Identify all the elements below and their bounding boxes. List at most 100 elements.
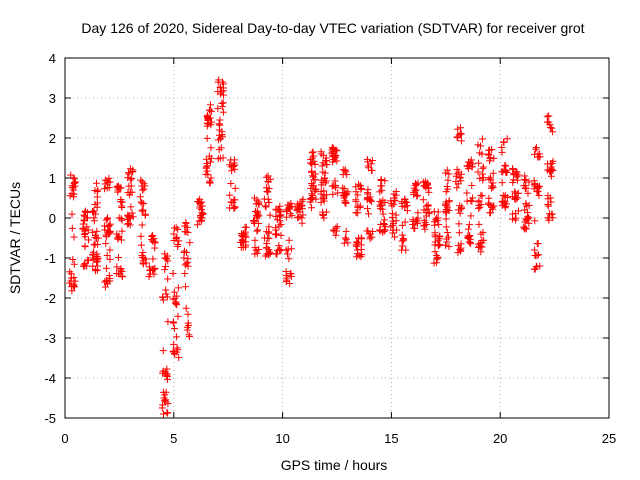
data-point — [239, 233, 247, 241]
data-point — [531, 217, 539, 225]
data-point — [276, 202, 284, 210]
data-point — [352, 197, 360, 205]
data-point — [312, 195, 320, 203]
data-point — [170, 340, 178, 348]
data-point — [68, 210, 76, 218]
data-point — [352, 183, 360, 191]
data-point — [272, 212, 280, 220]
data-point — [106, 255, 114, 263]
data-point — [319, 178, 327, 186]
data-point — [163, 255, 171, 263]
data-point — [207, 174, 215, 182]
data-point — [445, 197, 453, 205]
data-point — [548, 210, 556, 218]
data-point — [205, 179, 213, 187]
data-point — [319, 168, 327, 176]
y-tick-label: 0 — [49, 211, 56, 226]
data-point — [182, 304, 190, 312]
data-point — [162, 388, 170, 396]
axis-ticks: 0 5 10 15 20 25 -5 -4 -3 -2 -1 0 1 2 3 4 — [44, 51, 616, 446]
data-point — [501, 193, 509, 201]
data-point — [444, 233, 452, 241]
data-point — [367, 160, 375, 168]
data-point — [421, 177, 429, 185]
data-point — [272, 224, 280, 232]
data-point — [276, 246, 284, 254]
x-tick-label: 0 — [61, 431, 68, 446]
data-point — [353, 253, 361, 261]
data-point — [161, 250, 169, 258]
data-point — [170, 325, 178, 333]
data-point — [469, 160, 477, 168]
data-point — [184, 255, 192, 263]
data-point — [141, 255, 149, 263]
data-point — [161, 266, 169, 274]
data-point — [357, 245, 365, 253]
data-point — [103, 177, 111, 185]
data-point — [70, 193, 78, 201]
data-point — [126, 221, 134, 229]
data-point — [105, 221, 113, 229]
data-point — [102, 233, 110, 241]
data-point — [478, 135, 486, 143]
data-point — [282, 267, 290, 275]
data-point — [236, 238, 244, 246]
data-point — [353, 250, 361, 258]
data-point — [463, 189, 471, 197]
y-axis-label: SDTVAR / TECUs — [7, 182, 23, 294]
data-point — [272, 230, 280, 238]
data-point — [175, 354, 183, 362]
data-point — [444, 176, 452, 184]
data-point — [308, 180, 316, 188]
data-point — [106, 229, 114, 237]
data-point — [252, 211, 260, 219]
data-point — [219, 154, 227, 162]
data-point — [513, 176, 521, 184]
data-point — [486, 174, 494, 182]
data-point — [275, 222, 283, 230]
data-point — [455, 131, 463, 139]
data-point — [203, 134, 211, 142]
x-tick-label: 5 — [170, 431, 177, 446]
data-point — [534, 153, 542, 161]
data-point — [475, 220, 483, 228]
data-point — [217, 135, 225, 143]
data-point — [468, 197, 476, 205]
data-point — [205, 106, 213, 114]
data-point — [118, 216, 126, 224]
data-point — [532, 145, 540, 153]
data-point — [308, 149, 316, 157]
data-point — [499, 198, 507, 206]
data-point — [522, 200, 530, 208]
data-point — [489, 202, 497, 210]
data-point — [113, 263, 121, 271]
data-point — [138, 207, 146, 215]
data-point — [508, 193, 516, 201]
data-point — [231, 204, 239, 212]
data-point — [242, 223, 250, 231]
data-point — [67, 270, 75, 278]
data-point — [216, 83, 224, 91]
data-point — [329, 148, 337, 156]
data-point — [478, 192, 486, 200]
data-point — [422, 220, 430, 228]
data-point — [149, 255, 157, 263]
y-tick-label: 4 — [49, 51, 56, 66]
data-point — [363, 227, 371, 235]
data-point — [202, 155, 210, 163]
data-point — [544, 201, 552, 209]
data-point — [252, 200, 260, 208]
data-point — [308, 181, 316, 189]
x-tick-label: 15 — [384, 431, 398, 446]
data-point — [227, 180, 235, 188]
data-point — [479, 165, 487, 173]
data-point — [522, 184, 530, 192]
data-point — [283, 213, 291, 221]
data-point — [184, 310, 192, 318]
data-point — [476, 203, 484, 211]
data-point — [376, 205, 384, 213]
data-point — [286, 269, 294, 277]
plot-frame — [64, 57, 610, 419]
data-point — [376, 188, 384, 196]
